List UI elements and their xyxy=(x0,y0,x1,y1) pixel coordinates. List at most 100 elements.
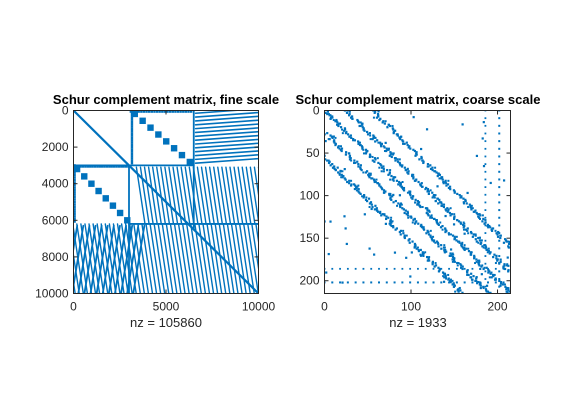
band-dot xyxy=(389,151,392,154)
band-dot xyxy=(394,129,397,132)
band-dot xyxy=(408,192,412,196)
band-dot xyxy=(424,251,427,254)
band-mark xyxy=(129,223,141,294)
scatter-dot xyxy=(384,222,387,225)
x-tick-label: 0 xyxy=(70,300,77,314)
band-dot xyxy=(392,152,395,155)
band-dot xyxy=(364,171,368,174)
band-dot xyxy=(416,202,420,205)
band-dot xyxy=(369,154,372,157)
band-dot xyxy=(382,165,385,168)
band-dot xyxy=(366,133,370,136)
band-dot xyxy=(377,161,380,165)
boundary-dot xyxy=(161,110,164,113)
band-dot xyxy=(392,153,395,156)
band-dot xyxy=(475,240,478,243)
band-dot xyxy=(489,291,492,294)
band-dot xyxy=(473,210,476,213)
band-dot xyxy=(373,135,376,138)
boundary-dot xyxy=(73,215,76,218)
band-dot xyxy=(340,173,343,176)
scatter-dot xyxy=(478,236,481,239)
band-mark xyxy=(177,223,190,294)
diagonal-block-mark xyxy=(109,202,117,209)
band-dot xyxy=(478,260,481,263)
band-dot xyxy=(499,284,502,287)
boundary-dot xyxy=(130,134,134,137)
diagonal-block-mark xyxy=(186,158,194,166)
band-dot xyxy=(366,130,369,134)
stripe-mark xyxy=(194,138,259,145)
band-dot xyxy=(499,236,502,240)
band-dot xyxy=(374,136,377,139)
band-dot xyxy=(371,155,374,158)
edge-dot xyxy=(346,267,349,270)
band-dot xyxy=(479,284,482,287)
band-dot xyxy=(430,214,433,217)
band-mark xyxy=(88,223,101,294)
scatter-dot xyxy=(420,225,424,228)
band-dot xyxy=(397,202,400,205)
band-dot xyxy=(363,129,366,132)
band-dot xyxy=(399,233,402,236)
band-dot xyxy=(362,171,365,174)
band-dot xyxy=(360,168,363,172)
band-dot xyxy=(494,229,497,232)
band-dot xyxy=(493,253,496,256)
band-dot xyxy=(440,244,443,247)
band-dot xyxy=(463,246,466,249)
band-dot xyxy=(407,146,410,149)
band-dot xyxy=(427,230,430,234)
band-mark xyxy=(164,166,175,225)
band-dot xyxy=(376,139,379,142)
band-dot xyxy=(371,205,374,209)
band-dot xyxy=(359,124,362,127)
band-dot xyxy=(431,239,434,242)
band-dot xyxy=(450,233,453,236)
band-dot xyxy=(461,246,465,249)
stripe-mark xyxy=(194,119,259,126)
band-mark xyxy=(173,223,186,294)
band-mark xyxy=(181,223,194,294)
boundary-dot xyxy=(108,165,111,168)
band-dot xyxy=(436,241,439,244)
band-dot xyxy=(402,232,405,235)
boundary-dot xyxy=(130,132,134,135)
band-dot xyxy=(425,211,428,215)
diagonal-block-mark xyxy=(116,209,124,217)
boundary-dot xyxy=(73,203,76,206)
band-mark xyxy=(157,223,170,294)
band-dot xyxy=(421,159,424,162)
x-tick-label: 200 xyxy=(488,300,508,314)
band-dot xyxy=(419,254,422,257)
band-dot xyxy=(345,111,349,114)
band-dot xyxy=(502,265,505,268)
band-dot xyxy=(412,177,415,180)
band-dot xyxy=(451,283,454,286)
edge-dot xyxy=(455,267,458,270)
band-dot xyxy=(324,133,326,136)
band-dot xyxy=(391,224,395,228)
boundary-dot xyxy=(73,176,76,179)
diagonal-block-mark xyxy=(124,217,131,224)
band-dot xyxy=(419,183,422,186)
band-dot xyxy=(420,223,423,226)
band-dot xyxy=(431,260,434,263)
band-dot xyxy=(392,201,395,204)
scatter-dot xyxy=(343,168,346,171)
band-dot xyxy=(381,213,384,216)
band-dot xyxy=(403,236,406,240)
band-dot xyxy=(385,147,388,150)
band-dot xyxy=(411,221,414,224)
band-mark xyxy=(124,223,137,294)
edge-dot xyxy=(440,281,443,284)
band-mark xyxy=(233,166,244,225)
band-dot xyxy=(448,185,452,188)
band-dot xyxy=(494,278,497,281)
boundary-dot xyxy=(130,152,134,156)
band-dot xyxy=(388,171,392,174)
band-mark xyxy=(196,166,207,225)
band-dot xyxy=(350,179,353,182)
boundary-dot xyxy=(130,127,134,130)
band-dot xyxy=(357,184,360,187)
